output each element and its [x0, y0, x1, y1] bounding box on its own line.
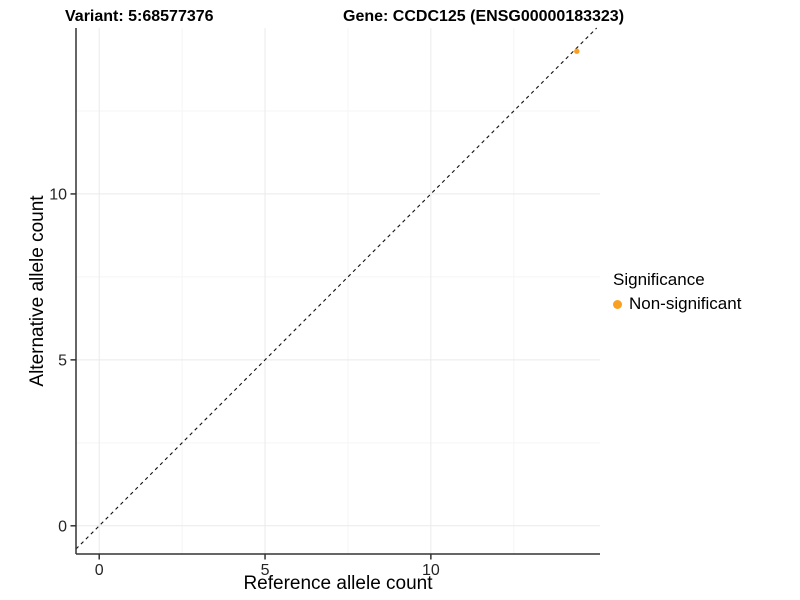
plot-title-gene: Gene: CCDC125 (ENSG00000183323)	[343, 8, 625, 25]
legend-title: Significance	[613, 270, 705, 289]
y-tick-label: 0	[58, 518, 67, 535]
x-tick-label: 10	[422, 562, 440, 579]
legend: Significance Non-significant	[613, 270, 741, 314]
legend-item: Non-significant	[613, 294, 741, 314]
plot-title-variant: Variant: 5:68577376	[65, 8, 214, 25]
legend-dot-icon	[613, 299, 622, 309]
y-tick-label: 5	[58, 352, 67, 369]
y-tick-label: 10	[49, 186, 67, 203]
x-tick-label: 0	[95, 562, 104, 579]
identity-line	[75, 27, 598, 550]
data-point	[574, 48, 580, 54]
legend-item-label: Non-significant	[629, 294, 742, 313]
x-tick-label: 5	[261, 562, 270, 579]
x-axis-title: Reference allele count	[243, 573, 433, 594]
y-axis-title: Alternative allele count	[27, 195, 48, 387]
